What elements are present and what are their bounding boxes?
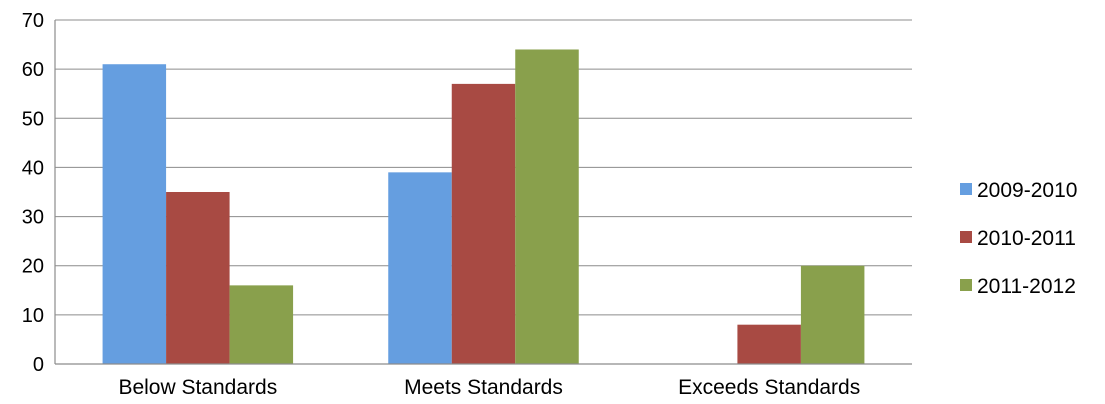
bars (102, 49, 865, 364)
legend-swatch (960, 183, 972, 195)
legend: 2009-2010 2010-2011 2011-2012 (960, 179, 1077, 298)
x-category-label: Below Standards (118, 376, 277, 399)
y-tick-label: 60 (22, 59, 44, 81)
axes (54, 20, 912, 365)
legend-swatch (960, 279, 972, 291)
bar-2010-2011-below-standards (166, 192, 230, 364)
y-axis-tick-labels: 0 10 20 30 40 50 60 70 (22, 10, 44, 376)
x-category-label: Meets Standards (404, 376, 563, 399)
y-tick-label: 50 (22, 108, 44, 130)
bar-2011-2012-exceeds-standards (800, 265, 865, 364)
bar-2010-2011-exceeds-standards (737, 324, 801, 364)
y-tick-label: 30 (22, 207, 44, 229)
bar-2010-2011-meets-standards (451, 83, 516, 364)
legend-label: 2011-2012 (977, 275, 1076, 298)
legend-swatch (960, 231, 972, 243)
bar-2011-2012-below-standards (229, 285, 294, 364)
x-axis-category-labels: Below Standards Meets Standards Exceeds St… (118, 376, 860, 399)
bar-2009-2010-below-standards (102, 64, 167, 364)
y-tick-label: 20 (22, 256, 44, 278)
y-tick-label: 0 (33, 354, 44, 376)
bar-2011-2012-meets-standards (515, 49, 579, 364)
y-tick-label: 40 (22, 157, 44, 179)
y-tick-label: 70 (22, 10, 44, 32)
x-category-label: Exceeds Standards (678, 376, 860, 399)
legend-label: 2010-2011 (977, 227, 1076, 250)
bar-2009-2010-meets-standards (388, 172, 452, 364)
legend-label: 2009-2010 (977, 179, 1077, 202)
y-tick-label: 10 (22, 305, 44, 327)
